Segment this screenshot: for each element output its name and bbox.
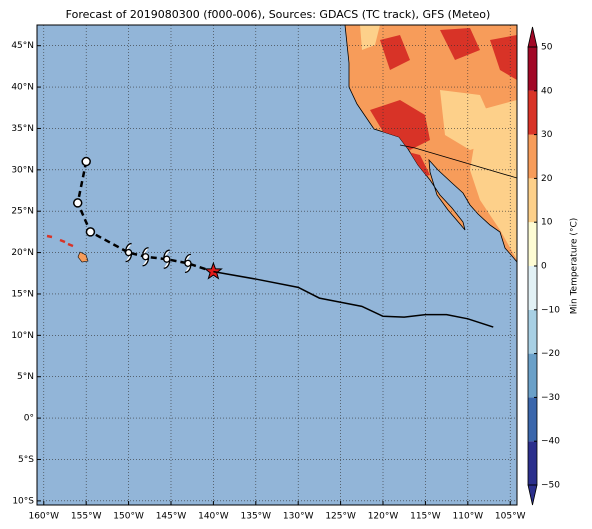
y-tick-label: 20°N — [11, 248, 34, 258]
hawaii — [77, 251, 89, 263]
grid — [37, 25, 517, 505]
colorbar-label: Min Temperature (°C) — [570, 218, 580, 315]
y-tick-label: 30°N — [11, 165, 34, 175]
north-america — [344, 25, 517, 263]
x-tick-label: 130°W — [283, 512, 314, 522]
x-tick-label: 115°W — [410, 512, 441, 522]
colorbar-tick-label: 50 — [541, 43, 553, 53]
track-line — [213, 270, 494, 328]
track-point — [85, 227, 96, 237]
storm-symbol — [141, 247, 150, 267]
tracks — [72, 156, 494, 328]
colorbar-tick-label: −20 — [541, 349, 560, 359]
track-point — [81, 156, 91, 167]
colorbar-bin — [528, 178, 537, 223]
colorbar-tick-label: 30 — [541, 130, 553, 140]
x-tick-label: 135°W — [241, 512, 272, 522]
colorbar-bin — [528, 266, 537, 310]
y-tick-label: 15°N — [11, 289, 34, 299]
storm-symbol — [184, 253, 192, 273]
colorbar-bin — [528, 90, 537, 135]
y-tick-label: 45°N — [11, 41, 34, 51]
y-tick-label: 25°N — [11, 207, 34, 217]
y-tick-label: 0° — [24, 414, 34, 424]
x-tick-label: 160°W — [28, 512, 59, 522]
x-tick-label: 140°W — [198, 512, 229, 522]
y-tick-label: 10°S — [12, 496, 34, 506]
x-tick-label: 145°W — [156, 512, 187, 522]
border — [399, 144, 517, 179]
x-tick-label: 155°W — [71, 512, 102, 522]
y-tick-label: 40°N — [11, 83, 34, 93]
colorbar-tick-label: −30 — [541, 393, 560, 403]
colorbar-bin — [528, 222, 537, 266]
colorbar: −50 −40 −30 −20 −10 0 10 20 30 40 50 — [527, 26, 560, 506]
y-tick-label: 5°N — [17, 372, 34, 382]
current-position — [203, 261, 223, 280]
colorbar-extend — [527, 26, 538, 48]
islands — [46, 234, 74, 248]
x-tick-label: 125°W — [325, 512, 356, 522]
colorbar-bin — [528, 441, 537, 485]
colorbar-bin — [528, 353, 537, 398]
x-tick-label: 150°W — [113, 512, 144, 522]
colorbar-extend — [527, 484, 538, 506]
colorbar-tick-label: 20 — [541, 174, 553, 184]
x-tick-label: 110°W — [453, 512, 484, 522]
x-tick-label: 120°W — [368, 512, 399, 522]
y-tick-label: 5°S — [18, 455, 34, 465]
colorbar-bin — [528, 397, 537, 442]
x-tick-label: 105°W — [495, 512, 526, 522]
colorbar-tick-label: −50 — [541, 481, 560, 491]
colorbar-tick-label: −40 — [541, 437, 560, 447]
track-point — [72, 198, 83, 208]
storm-symbol — [163, 249, 171, 269]
land-layer — [46, 25, 517, 263]
storm-symbol — [124, 242, 133, 263]
colorbar-bin — [528, 134, 537, 179]
y-tick-label: 10°N — [11, 331, 34, 341]
colorbar-tick-label: 40 — [541, 86, 553, 96]
colorbar-bin — [528, 47, 537, 91]
colorbar-tick-label: −10 — [541, 305, 560, 315]
chart-title: Forecast of 2019080300 (f000-006), Sourc… — [66, 8, 491, 21]
colorbar-tick-label: 0 — [541, 262, 547, 272]
colorbar-tick-label: 10 — [541, 218, 553, 228]
colorbar-bin — [528, 309, 537, 354]
y-tick-label: 35°N — [11, 124, 34, 134]
map-frame — [36, 24, 518, 506]
